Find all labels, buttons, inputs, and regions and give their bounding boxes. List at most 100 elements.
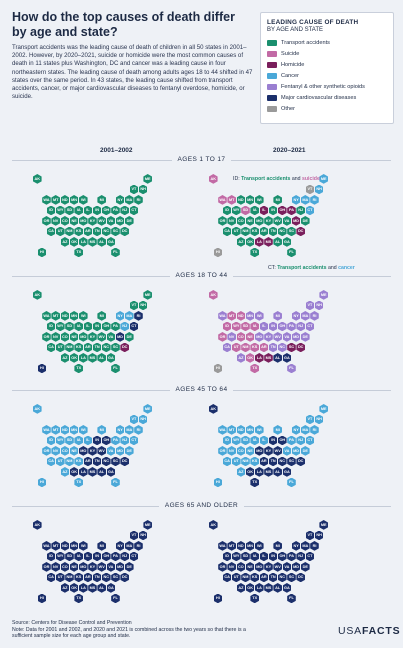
state-hex-id: ID — [222, 321, 232, 332]
state-hex-ar: AR — [83, 456, 93, 467]
state-hex-ar: AR — [83, 226, 93, 237]
state-hex-va: VA — [282, 446, 292, 456]
state-hex-az: AZ — [60, 583, 70, 593]
state-hex-wv: WV — [97, 562, 106, 572]
state-hex-fl: FL — [287, 363, 296, 374]
state-hex-co: CO — [236, 446, 246, 456]
state-hex-ok: OK — [69, 353, 79, 363]
state-hex-nd: ND — [236, 541, 246, 551]
state-hex-ut: UT — [56, 456, 65, 467]
state-hex-il: IL — [83, 205, 93, 216]
state-hex-nv: NV — [227, 332, 236, 342]
state-hex-me: ME — [319, 520, 328, 530]
state-hex-ga: GA — [282, 237, 292, 247]
state-hex-ma: MA — [301, 195, 310, 205]
state-hex-vt: VT — [305, 184, 315, 195]
state-hex-pa: PA — [287, 435, 296, 446]
legend-label: Major cardiovascular diseases — [281, 95, 357, 101]
state-hex-fl: FL — [111, 247, 120, 258]
legend-label: Cancer — [281, 73, 300, 79]
state-hex-ne: NE — [69, 216, 79, 226]
state-hex-nj: NJ — [296, 321, 305, 332]
state-hex-sc: SC — [111, 572, 120, 583]
state-hex-la: LA — [255, 583, 264, 593]
state-hex-ne: NE — [69, 332, 79, 342]
legend-item: Fentanyl & other synthetic opioids — [267, 83, 365, 91]
state-hex-co: CO — [60, 332, 70, 342]
state-hex-wv: WV — [97, 332, 106, 342]
state-hex-fl: FL — [287, 477, 296, 488]
state-hex-me: ME — [319, 174, 328, 184]
state-hex-vt: VT — [305, 530, 315, 541]
state-hex-wi: WI — [255, 541, 264, 551]
state-hex-il: IL — [83, 551, 93, 562]
state-hex-hi: HI — [37, 363, 47, 374]
state-hex-wa: WA — [218, 195, 227, 205]
state-hex-nm: NM — [241, 342, 250, 353]
state-hex-ar: AR — [259, 226, 269, 237]
legend-subtitle: BY AGE AND STATE — [267, 27, 324, 33]
state-hex-sd: SD — [65, 435, 74, 446]
legend-item: Major cardiovascular diseases — [267, 94, 356, 102]
state-hex-il: IL — [259, 551, 269, 562]
state-hex-oh: OH — [278, 435, 287, 446]
legend-swatch — [267, 95, 277, 101]
state-hex-nh: NH — [314, 530, 324, 541]
state-hex-mi: MI — [97, 541, 106, 551]
state-hex-ak: AK — [209, 174, 218, 184]
state-hex-tx: TX — [74, 593, 83, 604]
state-hex-ok: OK — [245, 467, 255, 477]
state-hex-mo: MO — [255, 562, 264, 572]
state-hex-ct: CT — [305, 551, 315, 562]
state-hex-dc: DC — [296, 342, 305, 353]
state-hex-de: DE — [301, 216, 310, 226]
state-hex-mi: MI — [97, 425, 106, 435]
state-hex-tx: TX — [250, 593, 259, 604]
state-hex-ca: CA — [46, 226, 56, 237]
annotation-id-label: ID: — [233, 176, 240, 182]
state-hex-ri: RI — [310, 541, 319, 551]
state-hex-ks: KS — [74, 572, 83, 583]
state-hex-mt: MT — [227, 541, 236, 551]
state-hex-ks: KS — [74, 226, 83, 237]
state-hex-nd: ND — [60, 541, 70, 551]
state-hex-or: OR — [218, 562, 227, 572]
state-hex-mt: MT — [227, 425, 236, 435]
state-hex-ar: AR — [259, 342, 269, 353]
state-hex-ok: OK — [69, 583, 79, 593]
state-hex-ut: UT — [232, 226, 241, 237]
state-hex-sd: SD — [65, 321, 74, 332]
state-hex-in: IN — [92, 321, 102, 332]
state-hex-la: LA — [79, 583, 88, 593]
state-hex-ct: CT — [305, 205, 315, 216]
state-hex-dc: DC — [296, 572, 305, 583]
state-hex-mn: MN — [69, 311, 79, 321]
state-hex-fl: FL — [287, 247, 296, 258]
state-hex-wi: WI — [79, 311, 88, 321]
state-hex-ca: CA — [222, 456, 232, 467]
state-hex-la: LA — [79, 353, 88, 363]
state-hex-la: LA — [255, 467, 264, 477]
state-hex-ny: NY — [115, 425, 125, 435]
state-hex-mo: MO — [255, 216, 264, 226]
state-hex-wy: WY — [56, 551, 65, 562]
state-hex-in: IN — [268, 321, 278, 332]
state-hex-nm: NM — [241, 456, 250, 467]
annotation-id-and: and — [291, 176, 301, 182]
state-hex-ky: KY — [264, 216, 273, 226]
state-hex-hi: HI — [37, 477, 47, 488]
state-hex-oh: OH — [102, 321, 111, 332]
state-hex-nc: NC — [102, 456, 111, 467]
state-hex-mo: MO — [79, 332, 88, 342]
state-hex-ut: UT — [232, 456, 241, 467]
legend-item: Suicide — [267, 50, 299, 58]
state-hex-al: AL — [273, 353, 282, 363]
state-hex-ak: AK — [33, 520, 42, 530]
state-hex-vt: VT — [305, 300, 315, 311]
state-hex-or: OR — [42, 562, 51, 572]
state-hex-ny: NY — [291, 195, 301, 205]
page-title: How do the top causes of death differ by… — [12, 10, 235, 39]
state-hex-tn: TN — [92, 456, 102, 467]
state-hex-oh: OH — [102, 435, 111, 446]
state-hex-ks: KS — [250, 572, 259, 583]
